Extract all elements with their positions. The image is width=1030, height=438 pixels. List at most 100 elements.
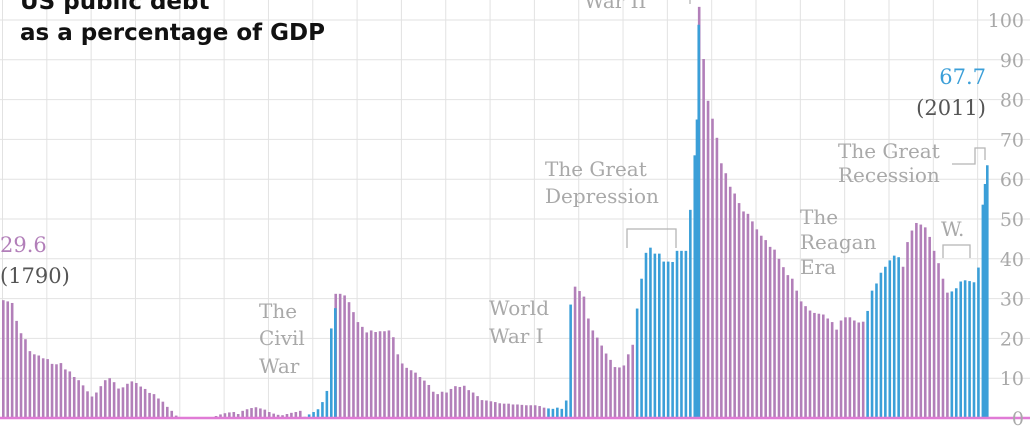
bar-republican-1888 (436, 394, 439, 418)
bar-republican-1900 (489, 401, 493, 418)
annotation-world-war-ii: War II (584, 0, 646, 13)
bar-republican-1983 (857, 322, 861, 418)
bar-republican-1972 (808, 310, 812, 418)
bar-republican-2001 (937, 263, 940, 418)
bar-republican-1984 (861, 321, 865, 418)
annotation-world-war-i-line-2: War I (489, 324, 544, 348)
bar-republican-1976 (826, 318, 830, 418)
bar-republican-1925 (600, 345, 603, 418)
bar-republican-1955 (733, 193, 736, 418)
bar-democrat-1861 (316, 409, 320, 418)
bar-republican-1899 (485, 400, 488, 418)
bar-republican-1843 (236, 414, 240, 418)
bar-republican-1795 (24, 339, 27, 418)
bar-republican-1809 (86, 391, 89, 418)
bar-republican-1849 (263, 409, 267, 418)
bar-republican-1847 (254, 407, 258, 418)
y-tick-label: 20 (1000, 328, 1024, 350)
bar-republican-1912 (542, 407, 546, 418)
annotation-w: W. (941, 217, 964, 241)
bar-republican-1828 (170, 410, 174, 418)
bar-democrat-1942 (675, 250, 679, 418)
bar-republican-1815 (112, 382, 116, 418)
callout-2011-value: 67.7 (939, 65, 986, 89)
bar-republican-1911 (538, 406, 541, 418)
annotation-civil-war-line-2: Civil (259, 326, 305, 350)
bar-republican-1857 (298, 410, 302, 418)
annotation-great-recession-line-1: The Great (838, 139, 940, 163)
bar-republican-1810 (90, 396, 94, 418)
bar-republican-1884 (418, 377, 422, 418)
bar-republican-1881 (405, 367, 408, 418)
bar-democrat-1864.9 (333, 308, 337, 418)
bar-democrat-2007 (963, 280, 967, 418)
bar-republican-1852 (276, 414, 280, 418)
bracket-great-recession (952, 147, 986, 165)
bar-republican-1806 (72, 377, 76, 418)
bar-republican-1871 (361, 326, 364, 418)
bar-republican-1854 (285, 414, 289, 418)
bar-republican-1793 (15, 320, 18, 418)
bar-republican-2002 (941, 278, 945, 418)
bar-republican-1876 (383, 331, 386, 418)
bar-republican-1817 (121, 387, 125, 418)
bar-republican-1846 (250, 408, 253, 418)
annotation-great-depression-line-2: Depression (545, 184, 659, 208)
bar-republican-1959 (751, 221, 754, 418)
bar-republican-1957 (742, 211, 745, 418)
bar-republican-1797 (33, 354, 36, 418)
grid (0, 0, 1030, 419)
bar-republican-1949 (706, 100, 710, 418)
bar-democrat-2011.5 (983, 183, 987, 418)
bar-republican-1951 (715, 137, 719, 418)
bar-democrat-1938 (658, 253, 661, 418)
annotation-reagan-era-line-2: Reagan (800, 230, 877, 254)
annotation-great-recession-line-2: Recession (838, 163, 940, 187)
bar-republican-1907 (520, 404, 524, 418)
bar-democrat-1918 (569, 304, 572, 418)
bar-republican-1880 (400, 363, 404, 418)
bar-republican-1792 (10, 302, 14, 418)
bar-democrat-1946.9 (697, 24, 701, 419)
bar-democrat-1864 (330, 328, 333, 418)
bar-republican-1922 (587, 318, 590, 418)
bars (2, 6, 989, 419)
bar-democrat-2008 (968, 281, 971, 418)
bar-republican-1790 (2, 300, 5, 418)
bar-republican-1929 (618, 367, 621, 418)
bar-republican-1805 (68, 371, 72, 418)
bar-republican-1803 (59, 363, 63, 418)
bar-republican-1969 (795, 290, 799, 418)
bar-republican-1883 (414, 372, 417, 418)
y-tick-label: 10 (1000, 368, 1024, 390)
bar-republican-1840 (223, 413, 227, 418)
bar-republican-1811 (95, 392, 98, 418)
bar-democrat-1915 (556, 407, 559, 418)
y-tick-label: 50 (1000, 209, 1024, 231)
bar-republican-1910 (533, 405, 537, 418)
callout-1790-value: 29.6 (0, 233, 47, 257)
bar-democrat-1990 (888, 260, 892, 418)
bar-democrat-1934 (640, 278, 643, 418)
bar-republican-1993 (901, 266, 905, 418)
bar-republican-1868 (347, 302, 351, 418)
bar-republican-1791 (6, 301, 10, 418)
bar-republican-1824 (152, 394, 156, 418)
bar-republican-1866 (338, 293, 342, 418)
bar-republican-1923 (591, 330, 595, 418)
bar-republican-1873 (369, 330, 373, 418)
bar-republican-1974 (817, 313, 821, 418)
bar-republican-1901 (494, 402, 497, 418)
bar-republican-1826 (161, 401, 165, 418)
bar-republican-1890 (445, 392, 448, 418)
bracket-w (942, 244, 971, 258)
bar-republican-1966 (782, 267, 785, 418)
bar-republican-1953 (724, 173, 728, 418)
bar-republican-1886 (427, 384, 431, 418)
bar-republican-1885 (423, 380, 426, 418)
bar-democrat-1859 (307, 414, 311, 418)
bar-democrat-1913 (547, 408, 550, 418)
bar-republican-1928 (613, 367, 617, 418)
